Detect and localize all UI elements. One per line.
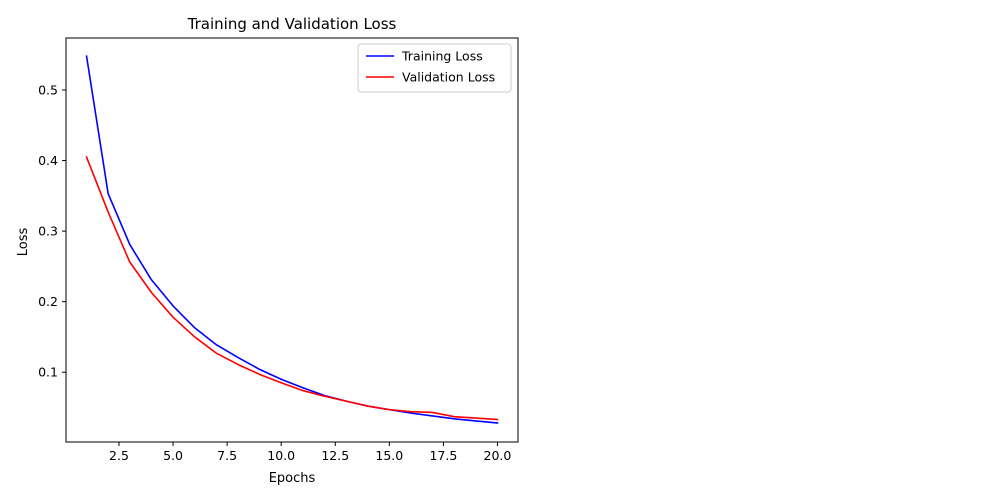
training-loss-line [85,55,499,424]
legend-label-training-loss: Training Loss [401,49,483,64]
y-tick-label: 0.2 [38,294,58,309]
y-tick-label: 0.3 [38,224,58,239]
legend-box [357,43,512,93]
legend-label-validation-loss: Validation Loss [402,70,495,85]
validation-loss-line [85,155,499,421]
plot-frame [65,37,519,443]
x-tick-label: 5.0 [163,448,183,463]
x-tick-label: 7.5 [217,448,237,463]
plot-area: 2.5 5.0 7.5 10.0 12.5 15.0 17.5 20.0 0.1 0.2 0.3 0.… [38,37,519,463]
x-tick-label: 12.5 [321,448,349,463]
y-tick-label: 0.5 [38,82,58,97]
chart-title: Training and Validation Loss [187,15,397,33]
legend: Training Loss Validation Loss [357,43,512,93]
x-tick-label: 20.0 [484,448,512,463]
x-tick-label: 15.0 [375,448,403,463]
y-tick-label: 0.4 [38,153,58,168]
y-tick-label: 0.1 [38,365,58,380]
x-tick-label: 2.5 [109,448,129,463]
x-tick-label: 17.5 [429,448,457,463]
y-axis-label: Loss [16,228,31,257]
x-axis-label: Epochs [269,471,316,486]
x-tick-label: 10.0 [267,448,295,463]
